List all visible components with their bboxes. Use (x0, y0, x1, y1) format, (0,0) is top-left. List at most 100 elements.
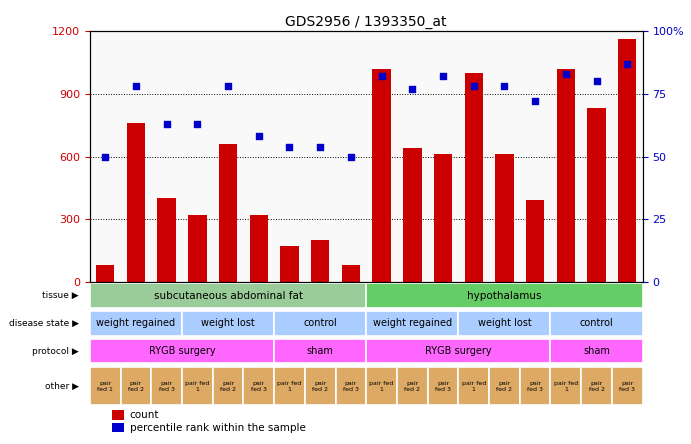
Bar (274, 339, 366, 364)
Bar (112, 423, 124, 432)
Bar (372, 69, 391, 282)
Bar (274, 31, 305, 282)
Point (253, 133, 264, 140)
Text: pair
fed 2: pair fed 2 (312, 381, 328, 392)
Bar (90, 311, 182, 336)
Bar (90, 31, 120, 282)
Bar (434, 155, 452, 282)
Title: GDS2956 / 1393350_at: GDS2956 / 1393350_at (285, 15, 447, 29)
Bar (551, 367, 581, 405)
Text: RYGB surgery: RYGB surgery (425, 346, 492, 356)
Point (314, 143, 325, 150)
Bar (366, 283, 643, 308)
Point (346, 153, 357, 160)
Text: RYGB surgery: RYGB surgery (149, 346, 216, 356)
Bar (551, 311, 643, 336)
Bar (551, 31, 581, 282)
Bar (397, 31, 428, 282)
Point (560, 70, 571, 77)
Bar (126, 123, 145, 282)
Bar (581, 31, 612, 282)
Text: pair
fed 2: pair fed 2 (589, 381, 605, 392)
Text: pair
fed 3: pair fed 3 (343, 381, 359, 392)
Bar (581, 367, 612, 405)
Bar (366, 339, 551, 364)
Bar (458, 31, 489, 282)
Text: pair
fed 2: pair fed 2 (128, 381, 144, 392)
Text: weight regained: weight regained (372, 318, 452, 329)
Text: pair
fed 1: pair fed 1 (97, 381, 113, 392)
Text: hypothalamus: hypothalamus (467, 291, 542, 301)
Text: sham: sham (583, 346, 610, 356)
Bar (428, 31, 458, 282)
Bar (551, 339, 643, 364)
Bar (182, 31, 213, 282)
Bar (188, 215, 207, 282)
Bar (249, 215, 268, 282)
Text: tissue ▶: tissue ▶ (42, 291, 79, 300)
Bar (90, 283, 366, 308)
Point (100, 153, 111, 160)
Point (437, 73, 448, 80)
Bar (612, 31, 643, 282)
Text: pair
fed 3: pair fed 3 (527, 381, 543, 392)
Bar (305, 367, 336, 405)
Point (376, 73, 387, 80)
Bar (612, 367, 643, 405)
Text: sham: sham (307, 346, 334, 356)
Bar (213, 31, 243, 282)
Text: pair
fed 3: pair fed 3 (251, 381, 267, 392)
Bar (428, 367, 458, 405)
Bar (458, 311, 551, 336)
Text: subcutaneous abdominal fat: subcutaneous abdominal fat (153, 291, 303, 301)
Point (161, 120, 172, 127)
Point (499, 83, 510, 90)
Text: protocol ▶: protocol ▶ (32, 347, 79, 356)
Text: pair fed
1: pair fed 1 (462, 381, 486, 392)
Bar (618, 40, 636, 282)
Bar (520, 31, 551, 282)
Bar (366, 31, 397, 282)
Bar (96, 266, 115, 282)
Bar (557, 69, 575, 282)
Point (284, 143, 295, 150)
Text: disease state ▶: disease state ▶ (9, 319, 79, 328)
Text: control: control (303, 318, 337, 329)
Point (131, 83, 142, 90)
Bar (151, 367, 182, 405)
Point (468, 83, 480, 90)
Text: weight regained: weight regained (96, 318, 176, 329)
Text: pair fed
1: pair fed 1 (553, 381, 578, 392)
Bar (120, 31, 151, 282)
Text: count: count (130, 410, 159, 420)
Point (622, 60, 633, 67)
Text: percentile rank within the sample: percentile rank within the sample (130, 423, 305, 432)
Bar (219, 144, 237, 282)
Bar (90, 339, 274, 364)
Bar (336, 367, 366, 405)
Bar (274, 311, 366, 336)
Bar (464, 73, 483, 282)
Bar (274, 367, 305, 405)
Point (192, 120, 203, 127)
Text: pair
fed 2: pair fed 2 (220, 381, 236, 392)
Text: pair
fed 2: pair fed 2 (496, 381, 513, 392)
Text: pair
fed 3: pair fed 3 (435, 381, 451, 392)
Bar (495, 155, 513, 282)
Text: weight lost: weight lost (201, 318, 255, 329)
Text: other ▶: other ▶ (45, 382, 79, 391)
Bar (458, 367, 489, 405)
Bar (90, 367, 120, 405)
Bar (341, 266, 360, 282)
Text: pair
fed 3: pair fed 3 (619, 381, 635, 392)
Bar (243, 367, 274, 405)
Bar (526, 201, 545, 282)
Point (591, 78, 602, 85)
Bar (587, 108, 606, 282)
Bar (182, 367, 213, 405)
Text: pair fed
1: pair fed 1 (370, 381, 394, 392)
Point (529, 98, 540, 105)
Bar (520, 367, 551, 405)
Bar (305, 31, 336, 282)
Bar (120, 367, 151, 405)
